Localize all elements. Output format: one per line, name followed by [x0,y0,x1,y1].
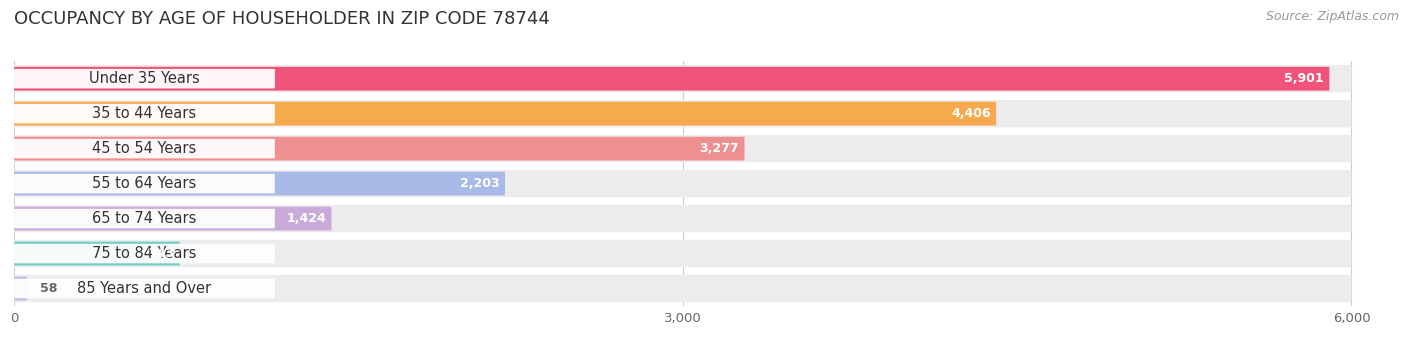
Text: 45 to 54 Years: 45 to 54 Years [93,141,197,156]
FancyBboxPatch shape [14,69,274,88]
Text: Under 35 Years: Under 35 Years [89,71,200,86]
Text: 55 to 64 Years: 55 to 64 Years [93,176,197,191]
Text: 5,901: 5,901 [1285,72,1324,85]
FancyBboxPatch shape [14,240,1351,267]
FancyBboxPatch shape [14,205,1351,232]
Text: 3,277: 3,277 [700,142,740,155]
FancyBboxPatch shape [14,100,1351,127]
Text: 75 to 84 Years: 75 to 84 Years [93,246,197,261]
Text: 35 to 44 Years: 35 to 44 Years [93,106,197,121]
FancyBboxPatch shape [14,65,1351,92]
FancyBboxPatch shape [14,172,505,195]
Text: 1,424: 1,424 [287,212,326,225]
Text: 2,203: 2,203 [460,177,499,190]
FancyBboxPatch shape [14,139,274,158]
FancyBboxPatch shape [14,67,1330,90]
Text: 743: 743 [148,247,174,260]
FancyBboxPatch shape [14,174,274,193]
FancyBboxPatch shape [14,207,332,231]
Text: 65 to 74 Years: 65 to 74 Years [93,211,197,226]
FancyBboxPatch shape [14,242,180,266]
FancyBboxPatch shape [14,275,1351,302]
FancyBboxPatch shape [14,170,1351,197]
FancyBboxPatch shape [14,279,274,298]
Text: OCCUPANCY BY AGE OF HOUSEHOLDER IN ZIP CODE 78744: OCCUPANCY BY AGE OF HOUSEHOLDER IN ZIP C… [14,10,550,28]
Text: 58: 58 [41,282,58,295]
FancyBboxPatch shape [14,102,997,125]
FancyBboxPatch shape [14,135,1351,162]
FancyBboxPatch shape [14,209,274,228]
Text: 4,406: 4,406 [952,107,991,120]
Text: Source: ZipAtlas.com: Source: ZipAtlas.com [1265,10,1399,23]
FancyBboxPatch shape [14,244,274,263]
FancyBboxPatch shape [14,277,27,301]
FancyBboxPatch shape [14,137,745,160]
FancyBboxPatch shape [14,104,274,123]
Text: 85 Years and Over: 85 Years and Over [77,281,211,296]
